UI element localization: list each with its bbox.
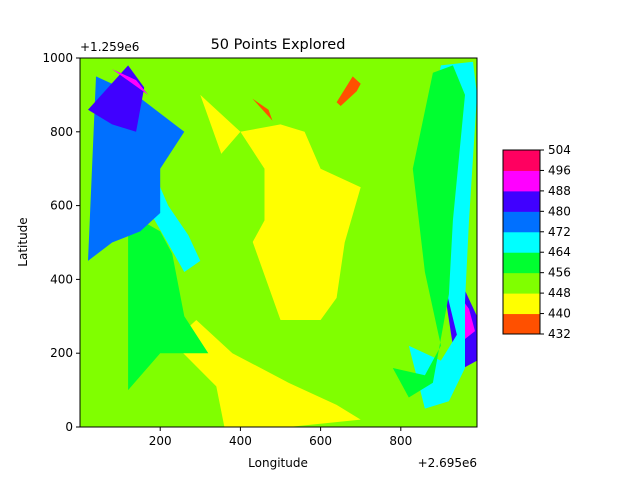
y-axis-ticks: 0 200 400 600 800 1000 xyxy=(42,51,80,434)
x-tick-label: 200 xyxy=(149,434,172,448)
colorbar-tick-label: 472 xyxy=(548,225,571,239)
colorbar: 432 440 448 456 464 472 480 488 496 504 xyxy=(502,143,571,341)
colorbar-band xyxy=(503,293,540,315)
x-axis-label: Longitude xyxy=(248,456,308,470)
y-tick-label: 800 xyxy=(50,125,73,139)
y-offset-label: +1.259e6 xyxy=(80,40,139,54)
chart-title: 50 Points Explored xyxy=(211,37,346,53)
x-offset-label: +2.695e6 xyxy=(418,456,477,470)
contour-region xyxy=(252,98,273,121)
contour-region xyxy=(88,65,145,132)
colorbar-band xyxy=(503,190,540,212)
colorbar-band xyxy=(503,150,540,171)
colorbar-tick-label: 480 xyxy=(548,204,571,218)
x-tick-label: 600 xyxy=(309,434,332,448)
contour-region xyxy=(336,76,361,106)
colorbar-band xyxy=(503,313,540,335)
x-axis-ticks: 200 400 600 800 xyxy=(149,427,412,448)
contour-region xyxy=(192,131,265,265)
contour-region xyxy=(172,320,361,427)
y-tick-label: 1000 xyxy=(42,51,73,65)
colorbar-band xyxy=(503,252,540,274)
y-tick-label: 400 xyxy=(50,272,73,286)
colorbar-band xyxy=(503,272,540,294)
colorbar-tick-label: 440 xyxy=(548,307,571,321)
colorbar-tick-label: 432 xyxy=(548,327,571,341)
y-tick-label: 200 xyxy=(50,346,73,360)
plot-frame xyxy=(79,57,478,428)
y-axis-label: Latitude xyxy=(16,217,30,266)
x-tick-label: 800 xyxy=(389,434,412,448)
contour-region xyxy=(112,69,149,95)
colorbar-tick-label: 488 xyxy=(548,184,571,198)
y-tick-label: 0 xyxy=(65,420,73,434)
colorbar-tick-label: 448 xyxy=(548,286,571,300)
contour-region xyxy=(392,65,465,398)
colorbar-tick-label: 504 xyxy=(548,143,571,157)
y-tick-label: 600 xyxy=(50,199,73,213)
contour-region xyxy=(128,213,209,391)
colorbar-tick-label: 456 xyxy=(548,266,571,280)
colorbar-frame xyxy=(502,149,541,335)
colorbar-band xyxy=(503,170,540,192)
colorbar-band xyxy=(503,231,540,253)
colorbar-band xyxy=(503,211,540,233)
x-tick-label: 400 xyxy=(229,434,252,448)
colorbar-tick-label: 496 xyxy=(548,163,571,177)
colorbar-tick-label: 464 xyxy=(548,245,571,259)
contour-regions xyxy=(88,61,477,427)
